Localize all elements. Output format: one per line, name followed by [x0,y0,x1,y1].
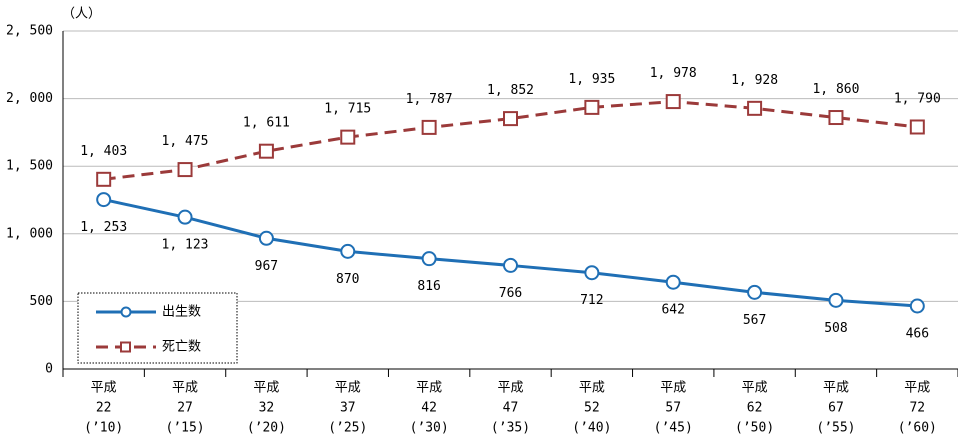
x-tick-label: 平成 [416,381,442,396]
y-tick-label: 1, 500 [6,159,53,174]
data-point [909,119,925,135]
data-point [258,230,274,246]
x-tick-label: 平成 [335,381,361,396]
data-point [421,251,437,267]
legend-label: 出生数 [162,305,201,320]
x-tick-label: (’20) [247,421,286,436]
data-label: 1, 935 [568,72,615,87]
y-tick-label: 2, 500 [6,24,53,39]
x-tick-label: 52 [584,401,600,416]
data-point [828,110,844,126]
x-tick-label: 62 [747,401,763,416]
data-point [340,243,356,259]
data-point [747,284,763,300]
x-tick-label: 67 [828,401,844,416]
x-tick-label: 平成 [904,381,930,396]
data-label: 466 [906,326,929,341]
data-point [258,143,274,159]
x-tick-label: 平成 [253,381,279,396]
x-tick-label: (’55) [816,421,855,436]
data-label: 642 [661,303,684,318]
data-point [503,111,518,127]
data-point [96,171,112,187]
x-tick-label: 22 [96,401,112,416]
data-label: 567 [743,313,766,328]
data-label: 712 [580,293,603,308]
data-point [665,274,681,290]
y-tick-label: 2, 000 [6,91,53,106]
x-tick-label: 平成 [91,381,117,396]
data-label: 1, 790 [894,91,941,106]
x-tick-label: 72 [909,401,925,416]
x-tick-label: 57 [665,401,681,416]
x-tick-label: 平成 [742,381,768,396]
x-tick-label: 平成 [579,381,605,396]
x-tick-label: 47 [503,401,519,416]
data-point [584,99,600,115]
data-label: 1, 852 [487,83,534,98]
data-point [340,129,356,145]
legend-label: 死亡数 [162,340,201,355]
data-point [909,298,925,314]
data-label: 816 [417,279,440,294]
data-label: 1, 860 [812,82,859,97]
x-tick-label: (’60) [898,421,937,436]
x-tick-label: 27 [177,401,193,416]
y-tick-label: 0 [45,362,53,377]
data-point [503,257,518,273]
x-tick-label: (’35) [491,421,530,436]
x-tick-label: (’10) [84,421,123,436]
x-tick-label: 平成 [660,381,686,396]
data-label: 1, 928 [731,73,778,88]
x-tick-label: (’45) [654,421,693,436]
data-label: 1, 253 [80,220,127,235]
data-point [177,209,193,225]
data-point [421,119,437,135]
data-label: 508 [824,321,847,336]
y-tick-label: 1, 000 [6,226,53,241]
data-label: 1, 715 [324,102,371,117]
data-point [584,265,600,281]
data-point [828,292,844,308]
x-tick-label: 37 [340,401,356,416]
data-point [96,192,112,208]
data-label: 1, 978 [650,66,697,81]
data-label: 1, 123 [162,238,209,253]
x-tick-label: (’15) [165,421,204,436]
x-tick-label: (’50) [735,421,774,436]
x-tick-label: (’40) [572,421,611,436]
data-label: 870 [336,272,359,287]
x-tick-label: (’30) [410,421,449,436]
legend-marker [120,306,132,318]
data-label: 967 [255,259,278,274]
data-label: 1, 611 [243,116,290,131]
x-tick-label: 平成 [497,381,523,396]
x-tick-label: 平成 [823,381,849,396]
y-axis-label: （人） [62,7,101,22]
data-label: 1, 787 [406,92,453,107]
data-label: 1, 475 [162,134,209,149]
data-point [747,100,763,116]
data-label: 766 [499,286,522,301]
legend-marker [120,341,131,353]
legend-box [77,292,238,364]
x-tick-label: 32 [259,401,275,416]
data-label: 1, 403 [80,144,127,159]
x-tick-label: 平成 [172,381,198,396]
series-line [103,100,918,181]
data-point [177,162,193,178]
data-point [665,94,681,110]
y-tick-label: 500 [30,294,53,309]
x-tick-label: 42 [421,401,437,416]
x-tick-label: (’25) [328,421,367,436]
